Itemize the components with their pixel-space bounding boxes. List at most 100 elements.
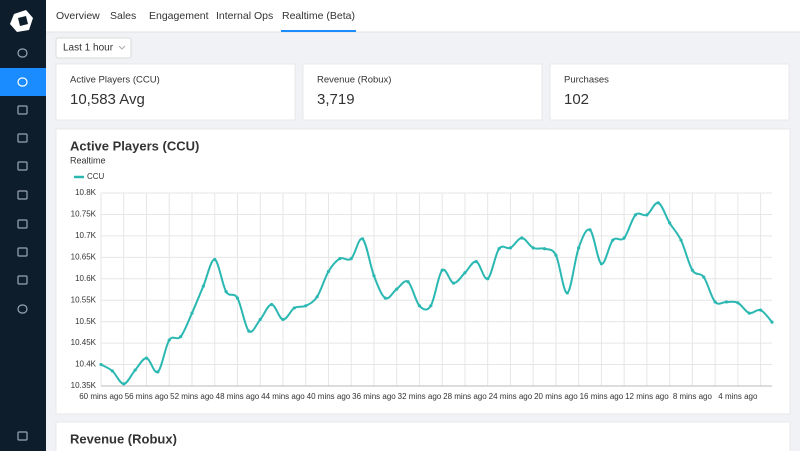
dropdown-label: Last 1 hour (63, 43, 114, 54)
sidebar-icon (17, 161, 28, 171)
stat-value: 102 (564, 91, 589, 108)
y-tick-label: 10.8K (75, 188, 97, 197)
data-point (611, 238, 615, 242)
x-tick-label: 24 mins ago (489, 392, 533, 401)
data-point (304, 304, 308, 308)
x-tick-label: 60 mins ago (79, 392, 123, 401)
data-point (110, 369, 114, 373)
stat-value: 10,583 Avg (70, 91, 145, 108)
data-point (429, 304, 433, 308)
data-point (258, 317, 262, 322)
data-point (690, 268, 694, 272)
data-point (565, 291, 569, 295)
x-tick-label: 12 mins ago (625, 392, 669, 401)
revenue-card (55, 421, 791, 451)
nav-tab[interactable]: Engagement (149, 10, 209, 22)
data-point (395, 287, 399, 291)
data-point (736, 301, 740, 305)
x-tick-label: 44 mins ago (261, 392, 305, 401)
sidebar-icon (17, 48, 28, 58)
nav-tab[interactable]: Overview (56, 10, 100, 22)
data-point (713, 300, 717, 304)
data-point (622, 236, 626, 240)
sidebar-icon (17, 275, 28, 285)
x-tick-label: 48 mins ago (216, 392, 260, 401)
stat-card (549, 63, 790, 121)
stat-card (302, 63, 543, 121)
logo (10, 10, 33, 32)
data-point (235, 296, 240, 300)
x-tick-label: 52 mins ago (170, 392, 214, 401)
nav-tab[interactable]: Realtime (Beta) (282, 10, 355, 22)
section-title: Revenue (Robux) (70, 431, 177, 446)
data-point (144, 356, 149, 360)
y-tick-label: 10.55K (71, 295, 97, 304)
data-point (201, 284, 205, 288)
sidebar-icon (17, 105, 28, 115)
data-point (463, 271, 467, 275)
sidebar-active (0, 68, 46, 96)
sidebar (0, 0, 46, 451)
x-tick-label: 20 mins ago (534, 392, 578, 401)
stat-card (55, 63, 296, 121)
chart-card (55, 128, 791, 415)
data-point (224, 290, 228, 294)
time-dropdown[interactable] (55, 37, 132, 59)
data-point (474, 260, 478, 264)
data-point (292, 306, 296, 310)
data-point (451, 281, 456, 285)
data-point (326, 269, 331, 274)
logo-inner (18, 16, 28, 26)
nav-tab[interactable]: Internal Ops (216, 10, 273, 22)
y-tick-label: 10.45K (71, 338, 97, 347)
stat-label: Active Players (CCU) (70, 75, 160, 86)
x-tick-label: 28 mins ago (443, 392, 487, 401)
nav-tab[interactable]: Sales (110, 10, 136, 22)
data-point (281, 317, 285, 322)
stat-label: Purchases (564, 75, 609, 86)
data-point (508, 246, 513, 250)
y-tick-label: 10.4K (75, 360, 97, 369)
chart-subtitle: Realtime (70, 155, 106, 165)
data-point (133, 368, 137, 372)
tab-bar (46, 0, 800, 32)
stat-value: 3,719 (317, 91, 355, 108)
data-point (167, 338, 171, 342)
data-point (497, 247, 501, 251)
x-tick-label: 4 mins ago (718, 392, 758, 401)
x-tick-label: 8 mins ago (673, 392, 713, 401)
data-point (520, 236, 524, 240)
x-tick-label: 36 mins ago (352, 392, 396, 401)
stat-label: Revenue (Robux) (317, 75, 391, 86)
data-point (486, 277, 490, 281)
data-point (759, 308, 763, 312)
data-point (554, 253, 558, 257)
data-point (269, 302, 274, 307)
data-point (372, 274, 376, 278)
data-point (656, 201, 660, 205)
legend-label: CCU (87, 172, 105, 181)
data-point (747, 311, 751, 315)
dropdown-caret (118, 45, 126, 50)
y-tick-label: 10.35K (71, 381, 97, 390)
y-tick-label: 10.5K (75, 317, 97, 326)
active-tab-underline (281, 30, 356, 32)
y-tick-label: 10.65K (71, 252, 97, 261)
x-tick-label: 32 mins ago (398, 392, 442, 401)
data-point (770, 320, 774, 324)
data-point (349, 257, 353, 261)
data-point (633, 213, 638, 217)
data-point (247, 329, 251, 333)
data-point (383, 296, 387, 300)
y-tick-label: 10.75K (71, 210, 97, 219)
y-tick-label: 10.6K (75, 274, 97, 283)
data-point (668, 221, 672, 225)
data-point (542, 247, 547, 251)
sidebar-icon (17, 77, 28, 87)
sidebar-icon (17, 431, 28, 441)
data-point (213, 257, 217, 262)
data-point (531, 246, 535, 250)
data-point (315, 295, 319, 299)
